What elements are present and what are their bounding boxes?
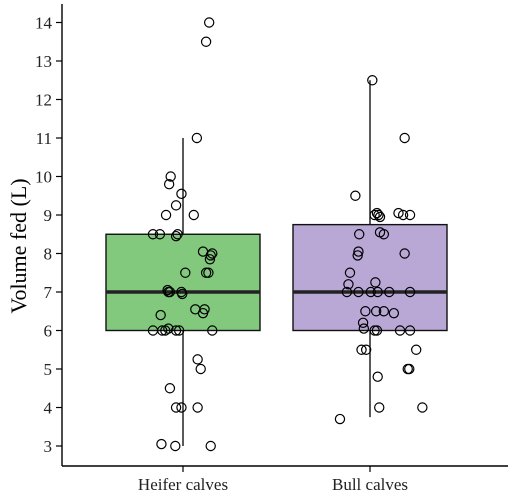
y-tick-label: 6 <box>44 322 53 341</box>
data-point <box>188 209 199 221</box>
data-point <box>372 286 383 298</box>
data-point <box>343 279 354 290</box>
data-point <box>170 325 182 336</box>
data-point <box>180 267 191 278</box>
data-point <box>197 307 209 319</box>
data-point <box>397 209 409 221</box>
data-point <box>358 323 370 334</box>
data-point <box>360 306 371 317</box>
iqr-box <box>105 233 261 332</box>
data-point <box>164 286 176 298</box>
data-point <box>176 402 187 413</box>
data-point <box>163 323 174 334</box>
data-point <box>365 286 376 298</box>
data-point <box>369 209 380 221</box>
data-point <box>374 211 386 223</box>
data-point <box>350 190 361 201</box>
data-point <box>195 363 206 375</box>
data-point <box>191 132 203 144</box>
data-point <box>354 229 365 240</box>
data-point <box>164 383 176 394</box>
data-point <box>173 325 185 336</box>
data-point <box>172 229 183 240</box>
data-point <box>177 288 188 300</box>
data-point <box>388 307 400 319</box>
y-axis-title: Volume fed (L) <box>6 178 31 313</box>
data-point <box>160 209 172 221</box>
data-point <box>394 325 406 336</box>
data-point <box>176 188 187 200</box>
data-point <box>374 227 386 238</box>
data-point <box>399 132 410 144</box>
data-point <box>411 344 422 355</box>
data-point <box>344 267 356 278</box>
data-point <box>404 363 415 375</box>
x-tick-label: Bull calves <box>332 475 408 494</box>
data-point <box>192 354 203 365</box>
data-point <box>170 200 182 211</box>
y-tick-label: 11 <box>36 129 52 148</box>
plot-area <box>105 17 448 452</box>
data-point <box>163 178 175 190</box>
y-tick-label: 9 <box>44 206 53 225</box>
y-tick-label: 10 <box>35 168 52 187</box>
data-point <box>207 325 218 336</box>
data-point <box>204 254 216 265</box>
data-point <box>357 317 369 328</box>
data-point <box>404 209 416 221</box>
data-point <box>352 250 363 261</box>
data-point <box>334 413 346 425</box>
data-point <box>154 229 166 240</box>
data-point <box>353 246 364 257</box>
data-point <box>370 306 382 317</box>
data-point <box>170 402 182 413</box>
y-tick-label: 7 <box>44 283 53 302</box>
y-tick-label: 4 <box>44 399 53 418</box>
data-point <box>170 230 182 242</box>
data-point <box>170 440 181 452</box>
x-tick-label: Heifer calves <box>138 475 228 494</box>
y-tick-label: 3 <box>44 437 53 456</box>
data-point <box>370 277 381 288</box>
data-point <box>156 438 167 450</box>
data-point <box>384 286 395 298</box>
data-point <box>203 17 215 28</box>
data-point <box>205 250 216 261</box>
y-tick-label: 8 <box>44 245 53 264</box>
data-point <box>341 286 353 298</box>
data-point <box>378 306 390 317</box>
data-point <box>360 344 372 355</box>
y-tick-label: 13 <box>35 52 52 71</box>
data-point <box>367 75 378 86</box>
box-group-heifer-calves <box>105 17 261 452</box>
data-point <box>353 286 364 298</box>
data-point <box>374 402 385 413</box>
data-point <box>192 402 203 413</box>
data-point <box>157 325 168 336</box>
data-point <box>372 371 383 382</box>
data-point <box>205 440 216 452</box>
data-point <box>404 286 416 298</box>
y-tick-label: 5 <box>44 360 53 379</box>
y-tick-label: 12 <box>35 91 52 110</box>
iqr-box <box>292 223 448 332</box>
data-point <box>160 325 171 336</box>
data-point <box>165 171 176 182</box>
data-point <box>147 229 159 240</box>
data-point <box>371 325 383 336</box>
data-point <box>404 325 416 336</box>
data-point <box>373 209 384 221</box>
data-point <box>200 36 212 47</box>
data-point <box>399 248 410 259</box>
data-point <box>155 309 166 321</box>
data-point <box>207 248 218 259</box>
data-point <box>393 207 404 219</box>
data-point <box>356 344 367 355</box>
y-tick-label: 14 <box>35 14 53 33</box>
data-point <box>417 402 428 413</box>
box-group-bull-calves <box>292 75 448 425</box>
data-point <box>203 267 214 278</box>
